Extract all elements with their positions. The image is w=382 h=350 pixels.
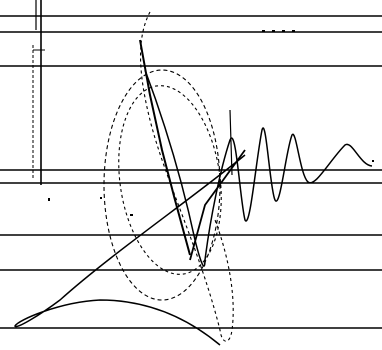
dot <box>130 214 133 216</box>
dot <box>282 30 285 32</box>
dot <box>262 30 265 32</box>
wave-spike-2 <box>229 109 233 176</box>
horizontal-rules <box>0 15 382 329</box>
dot <box>272 30 275 32</box>
dot <box>100 197 102 199</box>
vertical-bar <box>32 0 45 185</box>
swoosh-return <box>189 149 246 261</box>
dot <box>48 198 50 201</box>
inner-ellipse <box>118 85 222 275</box>
scatter-dots <box>48 30 374 216</box>
damped-wave <box>139 39 373 267</box>
swoosh-main <box>14 154 246 346</box>
dot <box>372 160 374 162</box>
dot <box>292 30 295 32</box>
swoosh-curve <box>14 149 246 346</box>
wave-spike-1 <box>139 39 191 256</box>
wave-path <box>144 69 373 267</box>
